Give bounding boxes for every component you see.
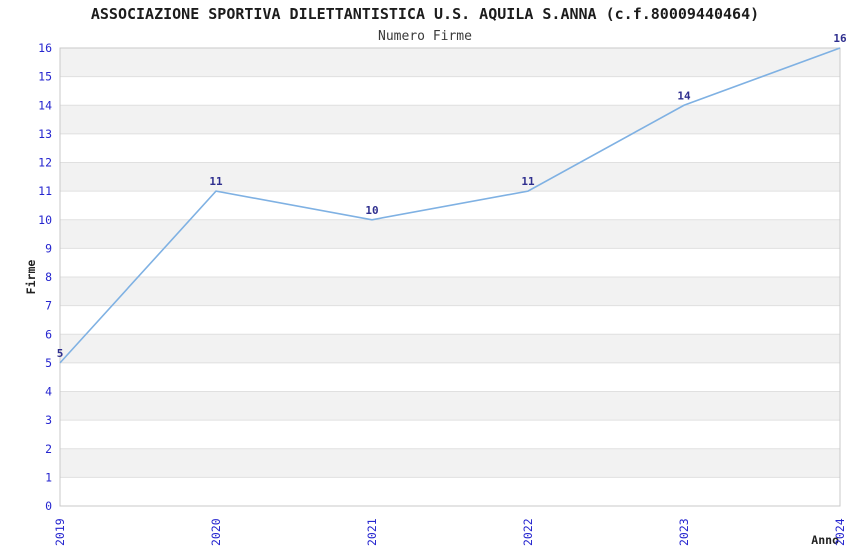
chart-title: ASSOCIAZIONE SPORTIVA DILETTANTISTICA U.… (90, 5, 760, 23)
y-tick-label: 10 (38, 213, 52, 227)
x-tick-label: 2019 (53, 518, 67, 546)
y-tick-label: 4 (45, 385, 52, 399)
y-tick-label: 9 (45, 241, 52, 255)
point-label: 11 (521, 175, 535, 188)
x-axis-label: Anno (811, 533, 839, 547)
point-label: 5 (57, 347, 64, 360)
x-tick-label: 2023 (677, 518, 691, 546)
y-tick-label: 3 (45, 413, 52, 427)
plot-border (59, 47, 841, 507)
y-tick-label: 16 (38, 41, 52, 55)
y-tick-label: 13 (38, 127, 52, 141)
y-tick-label: 11 (38, 184, 52, 198)
y-tick-label: 7 (45, 299, 52, 313)
plot-band (60, 162, 840, 192)
plot-band (60, 391, 840, 421)
plot-band (60, 334, 840, 363)
point-label: 16 (833, 32, 847, 45)
y-tick-label: 1 (45, 470, 52, 484)
chart-subtitle: Numero Firme (378, 29, 472, 44)
y-tick-label: 2 (45, 442, 52, 456)
y-tick-label: 12 (38, 156, 52, 170)
y-tick-label: 0 (45, 499, 52, 513)
y-tick-label: 5 (45, 356, 52, 370)
plot-band (60, 277, 840, 306)
point-label: 11 (209, 175, 223, 188)
plot-band (60, 48, 840, 77)
plot-band (60, 105, 840, 134)
y-tick-label: 6 (45, 327, 52, 341)
plot-band (60, 219, 840, 249)
y-tick-label: 8 (45, 270, 52, 284)
x-tick-label: 2022 (521, 518, 535, 546)
plot-band (60, 448, 840, 478)
y-tick-label: 15 (38, 70, 52, 84)
x-tick-label: 2021 (365, 518, 379, 546)
series-line (59, 47, 841, 364)
y-tick-label: 14 (38, 98, 52, 112)
x-tick-label: 2024 (833, 518, 847, 546)
point-label: 14 (677, 89, 691, 102)
x-tick-label: 2020 (209, 518, 223, 546)
point-label: 10 (365, 204, 378, 217)
